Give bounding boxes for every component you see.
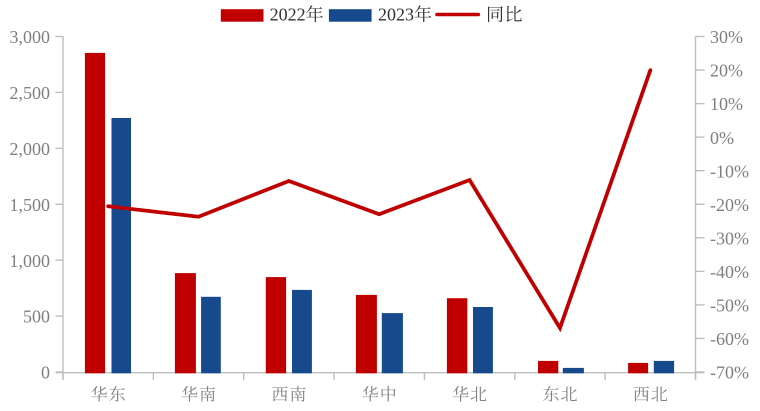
svg-text:10%: 10%	[710, 94, 743, 114]
svg-text:2,000: 2,000	[10, 139, 51, 159]
svg-text:30%: 30%	[710, 27, 743, 47]
svg-text:0%: 0%	[710, 128, 734, 148]
svg-text:0: 0	[41, 363, 50, 383]
svg-text:1,000: 1,000	[10, 251, 51, 271]
svg-text:2023: 2023	[378, 5, 414, 25]
svg-text:-40%: -40%	[710, 262, 749, 282]
svg-text:-70%: -70%	[710, 363, 749, 383]
svg-text:-10%: -10%	[710, 161, 749, 181]
svg-text:2,500: 2,500	[10, 83, 51, 103]
svg-text:-60%: -60%	[710, 329, 749, 349]
svg-text:-20%: -20%	[710, 195, 749, 215]
svg-text:3,000: 3,000	[10, 27, 51, 47]
svg-text:2022: 2022	[270, 5, 306, 25]
svg-text:500: 500	[23, 307, 50, 327]
svg-text:20%: 20%	[710, 61, 743, 81]
svg-text:1,500: 1,500	[10, 195, 51, 215]
svg-text:-50%: -50%	[710, 296, 749, 316]
svg-text:-30%: -30%	[710, 228, 749, 248]
